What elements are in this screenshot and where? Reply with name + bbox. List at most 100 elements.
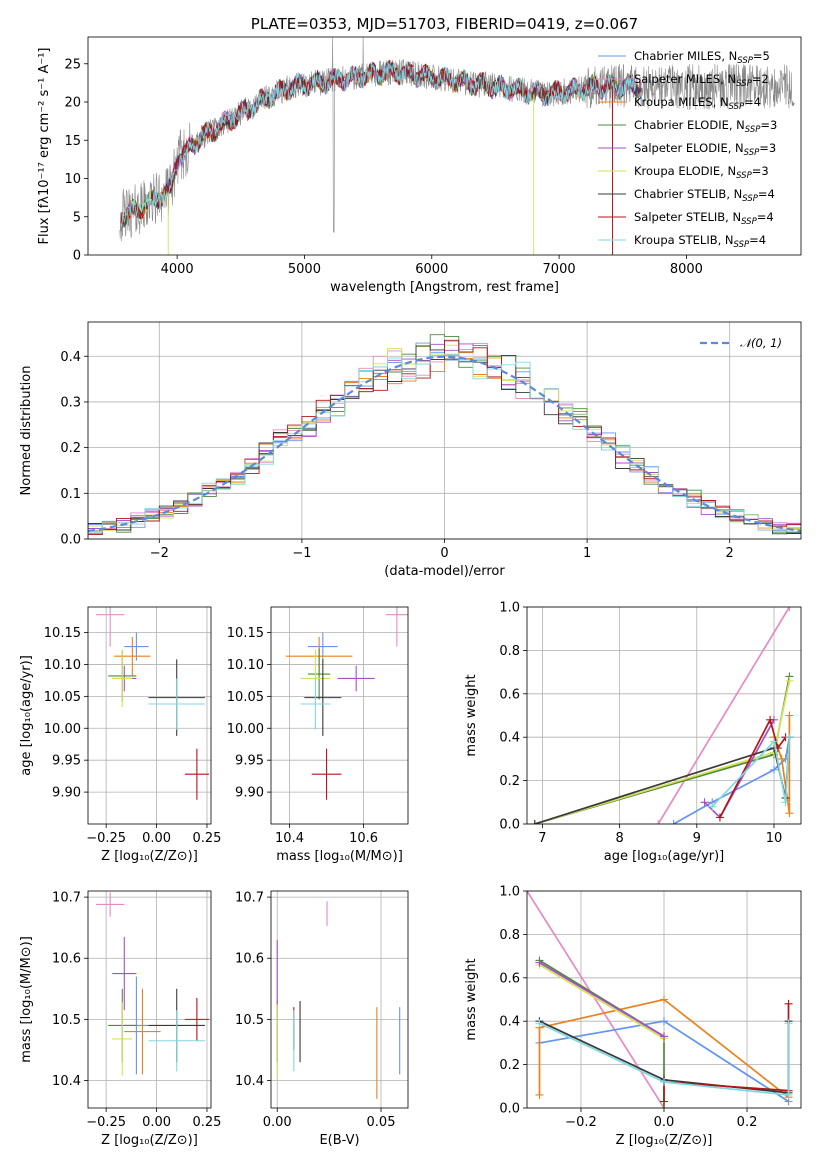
legend-label: Kroupa MILES, NSSP=4 — [634, 95, 761, 112]
legend-label-sub: SSP — [742, 194, 758, 204]
x-tick-label: −0.2 — [565, 1115, 597, 1130]
model-spectrum-kroupa_stelib — [120, 61, 636, 228]
axes-frame — [87, 606, 212, 825]
x-tick-label: 0.00 — [263, 1115, 292, 1130]
x-tick-label: 1 — [583, 546, 591, 561]
weight-line-salpeter_miles — [527, 891, 665, 1108]
legend-label-suffix: =3 — [760, 118, 777, 132]
x-axis-label: E(B-V) — [319, 1133, 359, 1148]
axes: −0.2 0.0 0.2 0.0 0.2 0.4 0.6 0.8 1.0 Z [log₁₀(Z/Z… — [464, 885, 802, 1148]
weight-marker — [785, 676, 794, 685]
y-tick-label: 10 — [64, 172, 81, 187]
plot-area — [96, 607, 209, 800]
errorbar-point-salpeter_elodie — [337, 665, 375, 692]
x-tick-label: 0.25 — [192, 1115, 221, 1130]
legend-label-sub: SSP — [737, 56, 753, 66]
errorbar-point-kroupa_miles — [114, 636, 151, 676]
weight-marker — [785, 733, 794, 742]
y-tick-label: 10.7 — [235, 891, 264, 906]
y-axis-label: mass [log₁₀(M/M⊙)] — [19, 936, 34, 1063]
y-tick-label: 10.15 — [44, 626, 81, 641]
legend-label: Chabrier STELIB, NSSP=4 — [634, 187, 775, 204]
y-tick-label: 10.5 — [52, 1013, 81, 1028]
y-tick-label: 5 — [73, 210, 81, 225]
y-tick-label: 9.90 — [52, 786, 81, 801]
residual-legend: 𝒩(0, 1) — [700, 336, 782, 350]
y-tick-label: 10.4 — [52, 1074, 81, 1089]
x-tick-label: 10 — [766, 831, 783, 846]
legend-label: Chabrier MILES, NSSP=5 — [634, 49, 770, 66]
x-tick-label: 7000 — [543, 262, 576, 277]
legend-label: Chabrier ELODIE, NSSP=3 — [634, 118, 777, 135]
axes: 4000 5000 6000 7000 8000 0 5 10 15 20 25 wavelength… — [37, 15, 802, 295]
legend-label: Kroupa ELODIE, NSSP=3 — [634, 164, 769, 181]
axes: −0.25 0.00 0.25 10.4 10.5 10.6 10.7 Z [log₁₀(Z/… — [19, 890, 221, 1148]
legend-label-suffix: =4 — [758, 187, 775, 201]
y-tick-label: 0.6 — [499, 687, 520, 702]
weight-marker — [715, 813, 724, 822]
errorbar-point-salpeter_miles — [96, 892, 125, 917]
y-tick-label: 0.4 — [60, 350, 81, 365]
weight-line-kroupa_miles — [538, 998, 790, 1098]
weight-marker — [766, 715, 775, 724]
legend-label-suffix: =2 — [752, 72, 769, 86]
y-tick-label: 0.8 — [499, 928, 520, 943]
y-tick-label: 10.10 — [227, 658, 264, 673]
x-tick-label: 8000 — [670, 262, 703, 277]
x-tick-label: 0.0 — [654, 1115, 675, 1130]
errorbar-point-kroupa_stelib — [148, 678, 205, 730]
errorbar-point-chabrier_elodie — [308, 648, 331, 700]
x-tick-label: 9 — [693, 831, 701, 846]
weight-marker — [660, 1032, 668, 1041]
x-tick-label: −0.25 — [86, 1115, 126, 1130]
weight-marker — [535, 1090, 544, 1099]
legend-label: Salpeter STELIB, NSSP=4 — [634, 210, 774, 227]
y-tick-label: 0 — [73, 249, 81, 264]
plot-area — [527, 891, 793, 1108]
errorbar-point-kroupa_stelib — [300, 678, 331, 730]
legend-label-text: Kroupa MILES, N — [634, 95, 729, 109]
y-tick-label: 10.00 — [44, 722, 81, 737]
x-tick-label: 0.25 — [192, 831, 221, 846]
legend-label: Salpeter ELODIE, NSSP=3 — [634, 141, 776, 158]
weight-line-kroupa_stelib — [539, 1022, 790, 1096]
y-tick-label: 10.05 — [44, 690, 81, 705]
histogram-kroupa_stelib — [88, 353, 801, 539]
x-axis-label: Z [log₁₀(Z/Z⊙)] — [101, 849, 198, 864]
weight-marker — [660, 995, 668, 1004]
y-tick-label: 0.0 — [499, 1102, 520, 1117]
weight-marker — [660, 1017, 668, 1026]
legend-label-sub: SSP — [729, 102, 745, 112]
y-axis-label: age [log₁₀(age/yr)] — [19, 655, 34, 776]
axes-frame — [526, 890, 802, 1109]
legend-label-suffix: =3 — [759, 141, 776, 155]
x-tick-label: 10.6 — [349, 831, 378, 846]
legend-label-text: Kroupa ELODIE, N — [634, 164, 736, 178]
weight-marker — [769, 737, 778, 746]
y-tick-label: 1.0 — [499, 601, 520, 616]
y-tick-label: 9.95 — [52, 754, 81, 769]
plot-area — [276, 901, 401, 1099]
x-tick-label: 0.00 — [142, 1115, 171, 1130]
y-tick-label: 10.05 — [227, 690, 264, 705]
axes: 10.4 10.6 9.90 9.95 10.00 10.05 10.10 10.15 mass… — [227, 606, 409, 864]
weight-marker — [660, 1077, 668, 1086]
x-tick-label: 8 — [615, 831, 623, 846]
axes-frame — [270, 606, 409, 825]
weight-marker — [777, 754, 786, 763]
weight-marker — [700, 798, 709, 807]
weight-line-chabrier_elodie — [534, 676, 791, 824]
legend-label: 𝒩(0, 1) — [740, 336, 782, 350]
weight-marker — [785, 809, 794, 818]
y-tick-label: 10.10 — [44, 658, 81, 673]
legend-label-suffix: =4 — [749, 233, 766, 247]
legend-label-text: Salpeter MILES, N — [634, 72, 736, 86]
legend-label-suffix: =4 — [757, 210, 774, 224]
legend-label-text: Kroupa STELIB, N — [634, 233, 734, 247]
x-tick-label: 0.2 — [737, 1115, 758, 1130]
weight-line-kroupa_elodie — [539, 964, 665, 1040]
errorbar-point-kroupa_elodie — [112, 649, 133, 708]
panel-residuals: −2 −1 0 1 2 0.0 0.1 0.2 0.3 0.4 (data-model)/error… — [19, 321, 802, 579]
plot-area — [88, 334, 801, 539]
x-tick-label: 7 — [538, 831, 546, 846]
